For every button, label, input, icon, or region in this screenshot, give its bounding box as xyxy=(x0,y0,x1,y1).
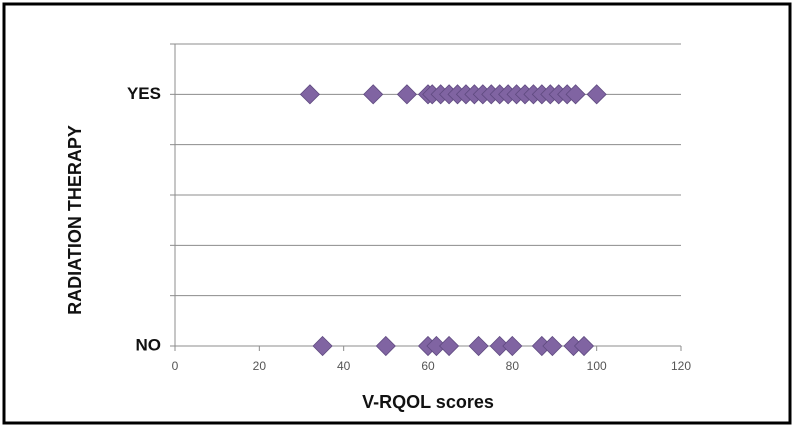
x-axis-label: V-RQOL scores xyxy=(362,392,494,412)
point xyxy=(439,335,460,357)
x-tick-label: 20 xyxy=(253,359,267,373)
x-tick-label: 0 xyxy=(172,359,179,373)
point xyxy=(375,335,396,357)
x-tick-label: 40 xyxy=(337,359,351,373)
y-axis-label: RADIATION THERAPY xyxy=(65,125,85,315)
point xyxy=(586,84,607,105)
x-tick-label: 120 xyxy=(671,359,691,373)
point xyxy=(502,335,523,357)
x-tick-label: 100 xyxy=(587,359,607,373)
point xyxy=(396,84,417,105)
y-tick-label: YES xyxy=(127,84,161,103)
point xyxy=(573,335,595,357)
point xyxy=(363,84,384,105)
y-tick-label: NO xyxy=(136,335,162,354)
point xyxy=(565,84,586,105)
point xyxy=(312,335,333,357)
point xyxy=(299,84,320,105)
x-tick-label: 80 xyxy=(506,359,520,373)
point xyxy=(468,335,489,357)
point xyxy=(542,335,563,357)
chart-frame xyxy=(2,2,792,425)
x-tick-label: 60 xyxy=(421,359,435,373)
